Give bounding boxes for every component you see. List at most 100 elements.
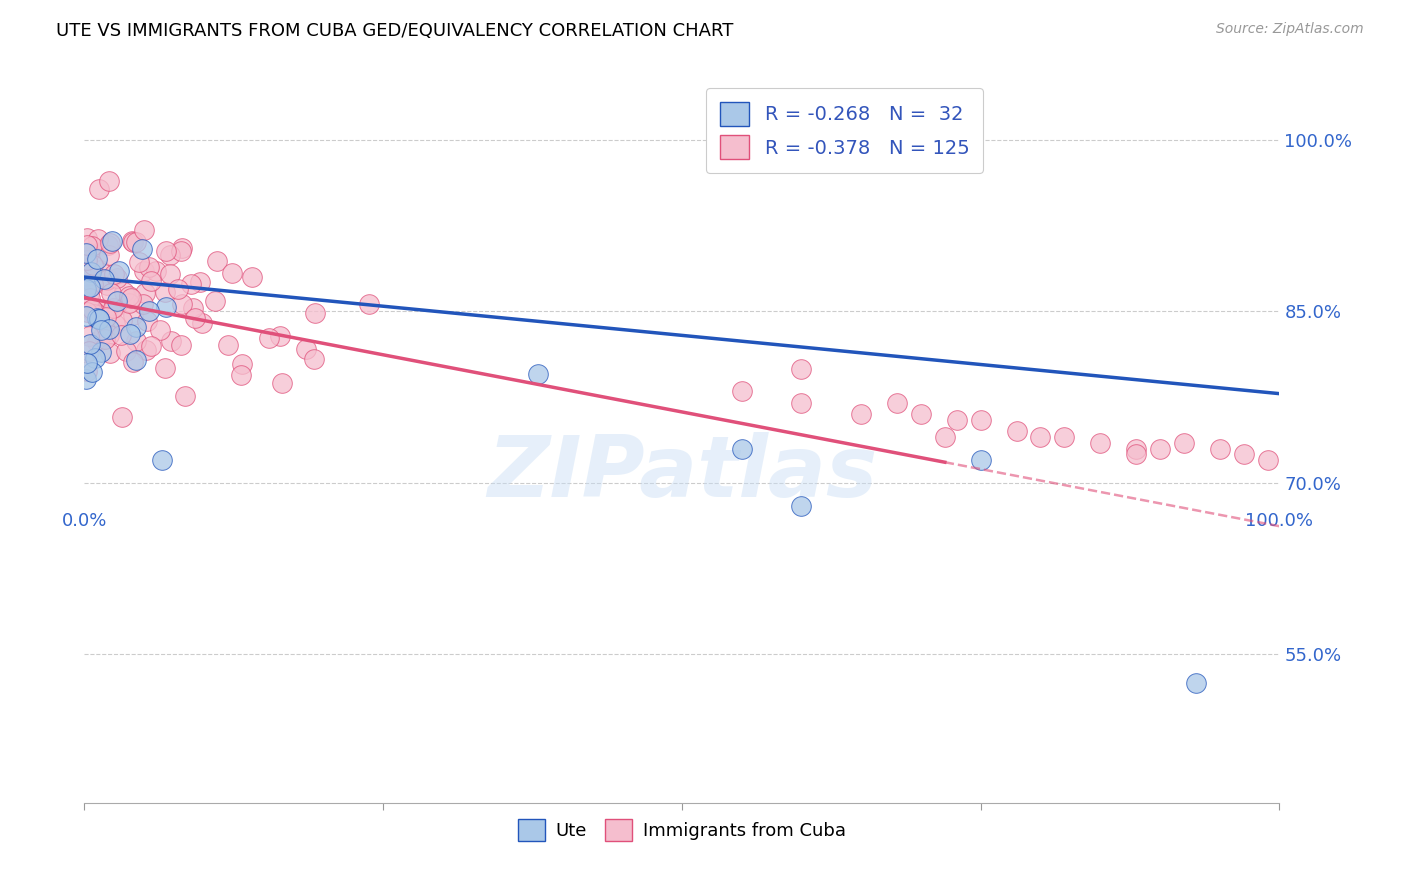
- Point: [229, 368, 252, 382]
- Point: [79, 245, 101, 260]
- Point: [790, 396, 813, 410]
- Point: [231, 357, 253, 371]
- Point: [153, 361, 176, 376]
- Point: [1125, 442, 1147, 456]
- Point: [134, 285, 156, 300]
- Legend: Ute, Immigrants from Cuba: Ute, Immigrants from Cuba: [510, 812, 853, 848]
- Point: [359, 296, 381, 310]
- Point: [139, 274, 162, 288]
- Point: [135, 343, 157, 358]
- Point: [170, 241, 193, 255]
- Point: [84, 310, 107, 325]
- Text: 0.0%: 0.0%: [62, 512, 107, 530]
- Point: [79, 291, 101, 305]
- Point: [89, 263, 111, 277]
- Point: [159, 247, 181, 261]
- Point: [128, 255, 150, 269]
- Point: [86, 311, 108, 326]
- Point: [122, 308, 145, 322]
- Point: [118, 289, 141, 303]
- Point: [84, 301, 107, 315]
- Point: [97, 237, 120, 252]
- Point: [89, 312, 111, 326]
- Point: [80, 302, 103, 317]
- Point: [98, 235, 121, 250]
- Point: [946, 413, 969, 427]
- Point: [87, 308, 110, 322]
- Point: [75, 281, 97, 295]
- Point: [120, 291, 142, 305]
- Text: UTE VS IMMIGRANTS FROM CUBA GED/EQUIVALENCY CORRELATION CHART: UTE VS IMMIGRANTS FROM CUBA GED/EQUIVALE…: [56, 22, 734, 40]
- Point: [111, 313, 134, 327]
- Point: [87, 182, 110, 196]
- Point: [94, 310, 117, 324]
- Point: [118, 295, 141, 310]
- Point: [76, 258, 98, 272]
- Point: [76, 356, 98, 370]
- Point: [145, 264, 167, 278]
- Point: [75, 309, 97, 323]
- Point: [80, 365, 103, 379]
- Point: [295, 342, 318, 356]
- Point: [82, 258, 104, 272]
- Point: [110, 327, 132, 342]
- Point: [76, 252, 98, 267]
- Point: [731, 442, 754, 456]
- Point: [170, 338, 193, 352]
- Point: [121, 235, 143, 249]
- Point: [79, 337, 101, 351]
- Point: [204, 294, 226, 309]
- Point: [83, 351, 105, 366]
- Point: [1005, 425, 1028, 439]
- Point: [90, 345, 112, 359]
- Point: [97, 272, 120, 286]
- Point: [934, 430, 956, 444]
- Point: [139, 339, 162, 353]
- Point: [90, 323, 112, 337]
- Point: [181, 301, 204, 316]
- Point: [87, 333, 110, 347]
- Point: [86, 308, 108, 322]
- Point: [170, 244, 193, 258]
- Point: [257, 331, 280, 345]
- Point: [304, 306, 326, 320]
- Point: [790, 361, 813, 376]
- Point: [180, 277, 202, 292]
- Point: [112, 285, 135, 300]
- Point: [83, 307, 105, 321]
- Point: [1149, 442, 1171, 456]
- Point: [970, 453, 993, 467]
- Point: [1185, 675, 1208, 690]
- Point: [76, 305, 98, 319]
- Point: [155, 300, 177, 314]
- Point: [1233, 447, 1256, 461]
- Point: [93, 271, 115, 285]
- Point: [79, 280, 101, 294]
- Point: [851, 407, 873, 421]
- Point: [82, 238, 104, 252]
- Point: [83, 304, 105, 318]
- Point: [89, 311, 111, 326]
- Point: [108, 264, 131, 278]
- Point: [105, 293, 128, 308]
- Point: [101, 234, 124, 248]
- Point: [82, 277, 104, 291]
- Point: [221, 266, 243, 280]
- Point: [77, 343, 100, 358]
- Point: [104, 317, 127, 331]
- Point: [98, 346, 121, 360]
- Point: [86, 252, 108, 266]
- Point: [97, 247, 120, 261]
- Point: [159, 268, 181, 282]
- Point: [100, 285, 122, 300]
- Point: [93, 326, 115, 341]
- Point: [132, 297, 155, 311]
- Point: [240, 269, 263, 284]
- Point: [115, 343, 138, 358]
- Point: [122, 355, 145, 369]
- Text: 100.0%: 100.0%: [1246, 512, 1313, 530]
- Point: [135, 314, 157, 328]
- Point: [1090, 435, 1112, 450]
- Point: [79, 328, 101, 343]
- Point: [80, 265, 103, 279]
